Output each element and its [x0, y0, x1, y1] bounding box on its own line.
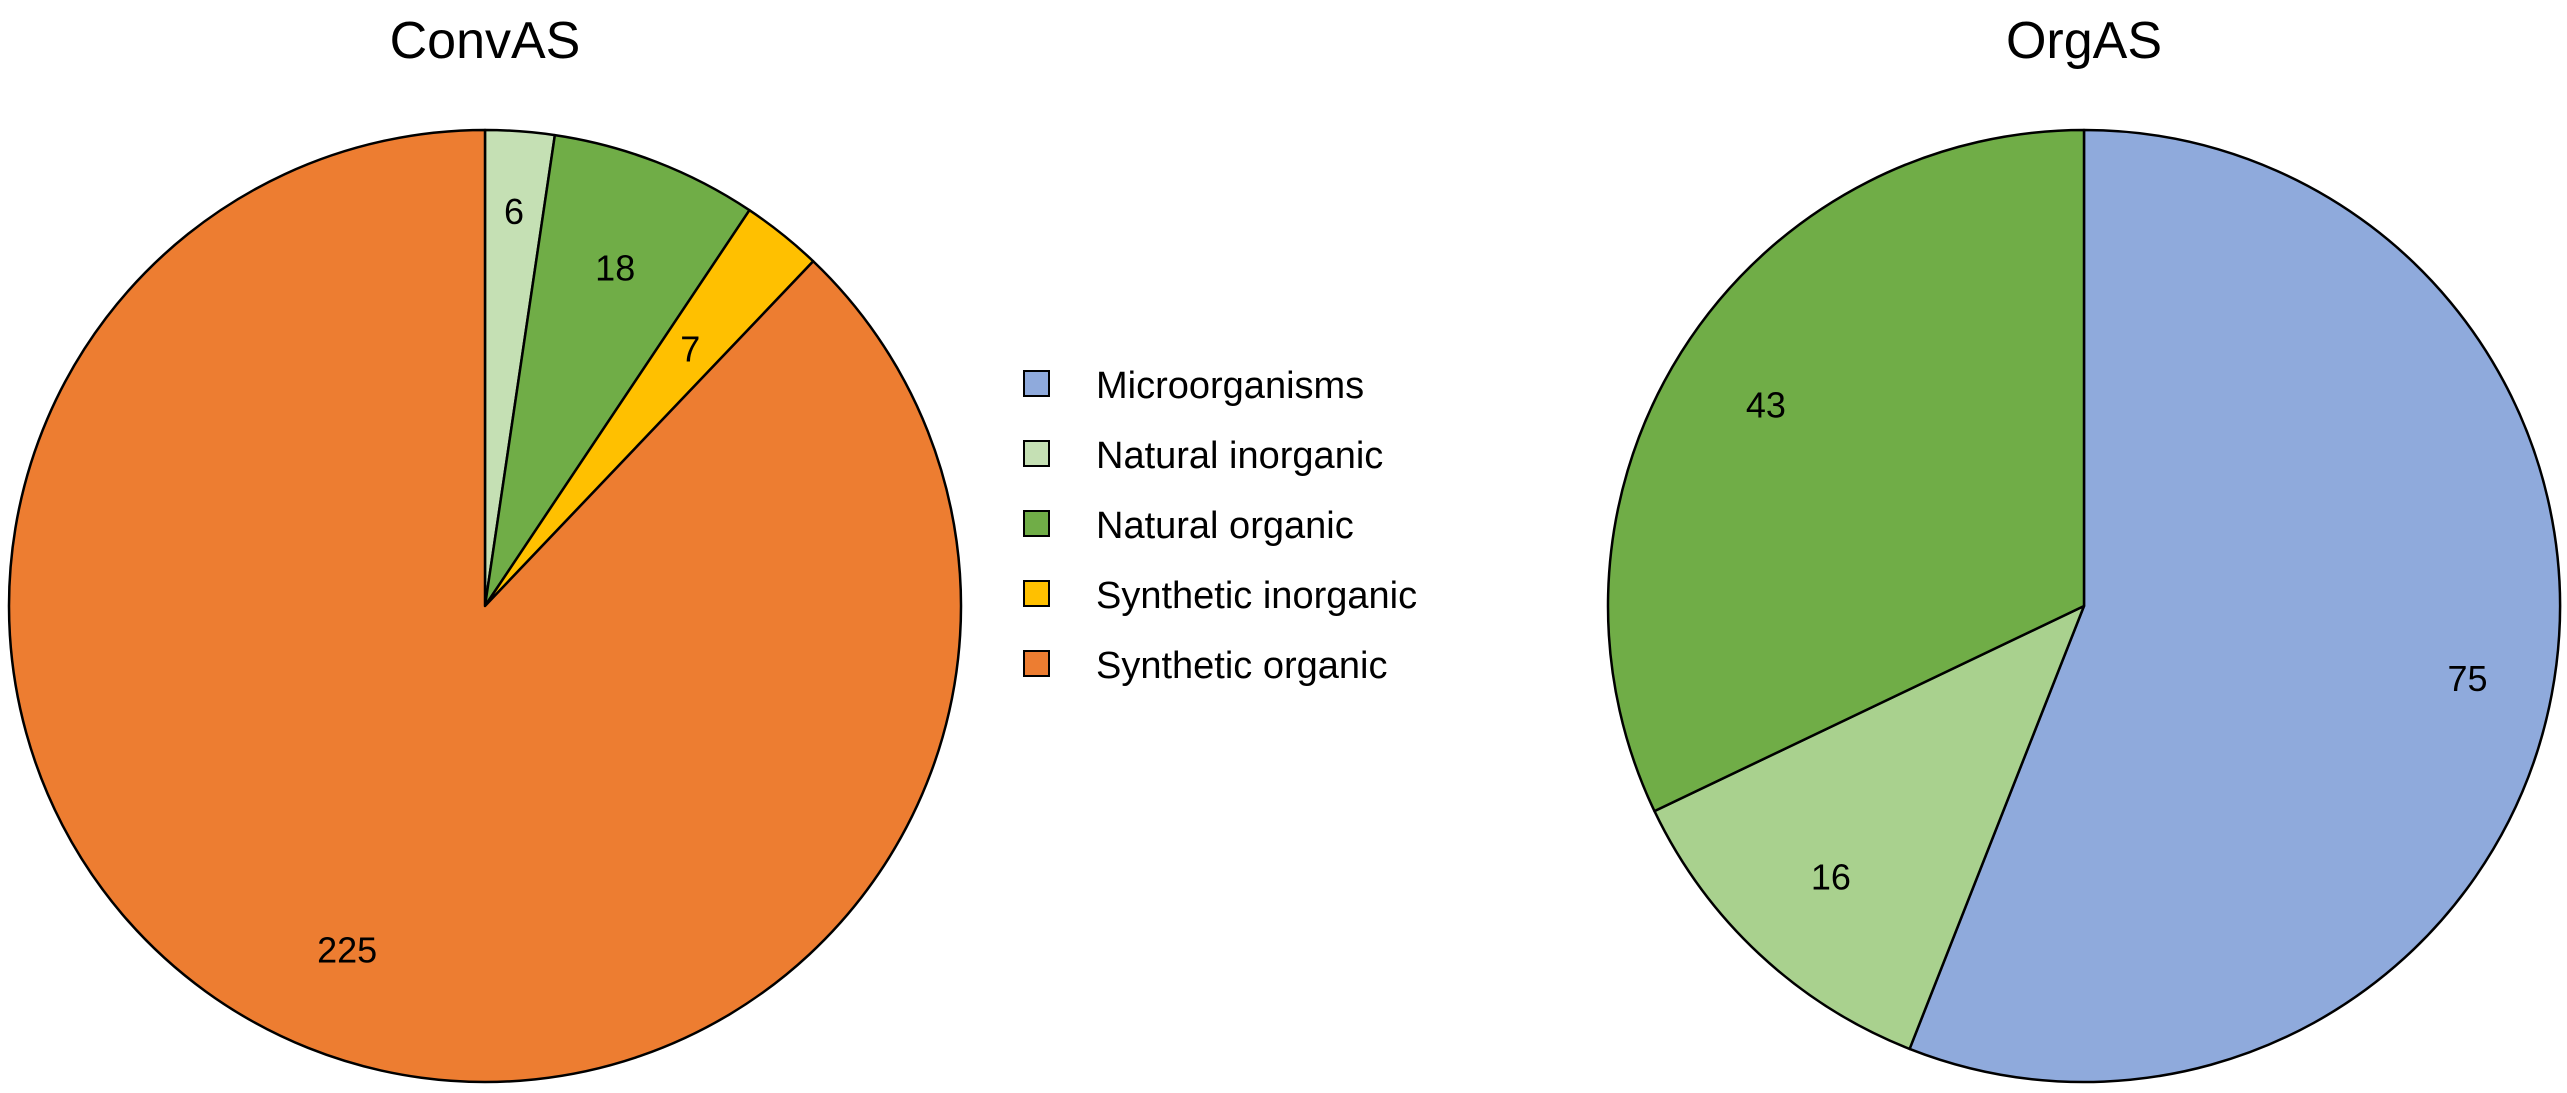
convas-slice-synthetic-organic	[7, 128, 963, 1084]
convas-title: ConvAS	[390, 12, 581, 70]
orgas-slices	[1606, 128, 2562, 1084]
legend-item-synthetic-inorganic: Synthetic inorganic	[1023, 575, 1417, 617]
orgas-pie: OrgAS 75 16 43	[1606, 12, 2562, 1084]
legend-label-synthetic-inorganic: Synthetic inorganic	[1096, 575, 1417, 617]
convas-slice-label-synthetic-inorganic: 7	[680, 329, 700, 370]
legend-label-microorganisms: Microorganisms	[1096, 365, 1364, 407]
convas-slice-labels: 6 18 7 225	[317, 191, 700, 971]
legend-label-natural-inorganic: Natural inorganic	[1096, 435, 1383, 477]
convas-slice-label-natural-inorganic: 6	[504, 191, 524, 232]
orgas-slice-label-natural-inorganic: 16	[1811, 857, 1851, 898]
convas-slice-label-natural-organic: 18	[595, 247, 635, 288]
legend-item-synthetic-organic: Synthetic organic	[1023, 645, 1388, 687]
legend-swatch-synthetic-organic	[1023, 650, 1050, 677]
orgas-slice-microorganisms	[1908, 128, 2562, 1084]
convas-slices	[7, 128, 963, 1084]
orgas-slice-label-natural-organic: 43	[1746, 384, 1786, 425]
legend: Microorganisms Natural inorganic Natural…	[1023, 365, 1417, 687]
orgas-title: OrgAS	[2006, 12, 2162, 70]
legend-item-natural-inorganic: Natural inorganic	[1023, 435, 1383, 477]
legend-swatch-natural-inorganic	[1023, 440, 1050, 467]
legend-swatch-synthetic-inorganic	[1023, 580, 1050, 607]
orgas-slice-labels: 75 16 43	[1746, 384, 2488, 897]
legend-label-natural-organic: Natural organic	[1096, 505, 1354, 547]
convas-pie: ConvAS 6 18 7 225	[7, 12, 963, 1084]
convas-slice-natural-organic	[483, 133, 751, 608]
legend-swatch-natural-organic	[1023, 510, 1050, 537]
convas-slice-label-synthetic-organic: 225	[317, 930, 377, 971]
legend-swatch-microorganisms	[1023, 370, 1050, 397]
legend-label-synthetic-organic: Synthetic organic	[1096, 645, 1388, 687]
orgas-slice-natural-organic	[1606, 128, 2086, 813]
legend-item-natural-organic: Natural organic	[1023, 505, 1354, 547]
orgas-slice-label-microorganisms: 75	[2447, 658, 2487, 699]
legend-item-microorganisms: Microorganisms	[1023, 365, 1364, 407]
orgas-slice-natural-inorganic	[1653, 604, 2086, 1051]
